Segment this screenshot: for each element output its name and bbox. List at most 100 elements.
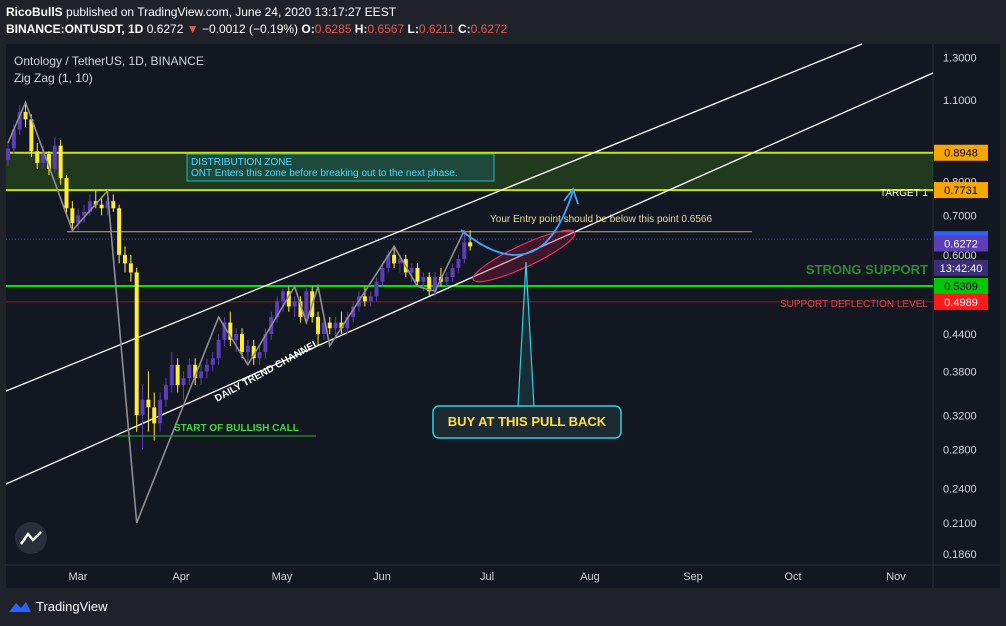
candle-body: [327, 322, 332, 329]
zigzag-line: [7, 100, 466, 524]
price-label-box: [934, 259, 988, 276]
candle-body: [23, 111, 28, 120]
strong-support-label: STRONG SUPPORT: [806, 262, 928, 277]
high-label: H:: [354, 22, 368, 36]
x-tick-label: Oct: [784, 571, 801, 583]
candle-body: [240, 333, 244, 352]
last-price: 0.6272: [146, 22, 184, 36]
price-label-text: 13:42:40: [940, 263, 983, 275]
candle-body: [275, 301, 280, 318]
bullish-call-label: START OF BULLISH CALL: [174, 423, 299, 434]
candle-body: [316, 317, 321, 334]
tv-logo-badge[interactable]: [15, 522, 47, 554]
candle-body: [339, 322, 344, 329]
symbol-name: BINANCE:ONTUSDT, 1D: [6, 22, 144, 36]
candle-body: [228, 322, 233, 340]
candle-body: [298, 301, 303, 318]
zigzag-indicator: [7, 100, 466, 524]
candle-body: [345, 317, 350, 329]
buy-callout-label: BUY AT THIS PULL BACK: [448, 414, 607, 429]
candle-body: [321, 322, 326, 334]
candle-body: [362, 296, 367, 302]
candle-body: [169, 364, 174, 386]
candle-body: [210, 358, 215, 365]
y-tick-label: 1.3000: [943, 52, 977, 64]
ohlc-header: BINANCE:ONTUSDT, 1D 0.6272 ▼ −0.0012 (−0…: [6, 22, 507, 36]
candle-body: [333, 322, 338, 329]
down-arrow-icon: ▼: [186, 22, 199, 36]
close-value: 0.6272: [470, 22, 508, 36]
x-tick-label: Aug: [580, 571, 600, 583]
candle-body: [111, 201, 116, 209]
price-label-box: [934, 278, 988, 295]
candle-body: [163, 385, 168, 400]
candle-body: [64, 178, 69, 209]
y-tick-label: 0.2400: [943, 484, 977, 496]
x-tick-label: May: [272, 571, 293, 583]
price-label-box: [934, 235, 988, 252]
candle-body: [374, 281, 379, 297]
candle-body: [123, 254, 127, 264]
candle-body: [280, 291, 285, 302]
entry-point-label: Your Entry point should be below this po…: [490, 214, 712, 225]
projection-arrow-icon: [563, 187, 579, 205]
candle-body: [222, 322, 227, 340]
candle-body: [134, 272, 139, 416]
candle-body: [380, 267, 385, 282]
candle-body: [140, 399, 145, 416]
candle-body: [46, 154, 51, 169]
candle-body: [351, 306, 356, 318]
candle-body: [433, 276, 438, 292]
candle-body: [52, 145, 57, 169]
candle-body: [82, 211, 87, 216]
candle-body: [11, 129, 16, 149]
candle-body: [87, 201, 92, 212]
price-label-box: [934, 182, 988, 199]
published-text: published on TradingView.com, June 24, 2…: [66, 5, 397, 19]
candle-body: [58, 145, 63, 179]
distribution-zone-note: ONT Enters this zone before breaking out…: [191, 168, 458, 179]
y-tick-label: 0.3800: [943, 366, 977, 378]
price-change: −0.0012 (−0.19%): [201, 22, 299, 36]
price-axis[interactable]: [933, 44, 1000, 588]
candle-body: [128, 263, 133, 273]
low-label: L:: [407, 22, 419, 36]
candle-body: [17, 111, 22, 130]
candle-body: [245, 345, 250, 352]
indicator-legend[interactable]: Zig Zag (1, 10): [14, 71, 93, 85]
candle-body: [427, 276, 432, 292]
candle-body: [462, 242, 467, 260]
x-tick-label: Jul: [480, 571, 494, 583]
candle-body: [263, 333, 268, 352]
footer-brand[interactable]: TradingView: [36, 598, 108, 614]
candle-body: [175, 364, 180, 386]
y-tick-label: 0.3200: [943, 410, 977, 422]
close-label: C:: [457, 22, 471, 36]
candle-body: [450, 267, 455, 277]
candle-body: [386, 254, 391, 268]
target-1-label: TARGET 1: [880, 188, 928, 199]
candle-body: [29, 119, 34, 152]
y-tick-label: 0.2100: [943, 518, 977, 530]
candle-body: [70, 208, 75, 223]
tradingview-logo-icon: [9, 602, 31, 612]
candles: [6, 102, 473, 450]
candle-body: [76, 215, 81, 223]
candle-body: [468, 242, 473, 247]
publish-header: RicoBullS published on TradingView.com, …: [6, 5, 396, 19]
low-value: 0.6211: [418, 22, 455, 36]
candle-body: [456, 259, 461, 268]
candle-body: [93, 201, 98, 205]
y-tick-label: 0.1860: [943, 549, 977, 561]
x-tick-label: Apr: [172, 571, 189, 583]
candle-body: [6, 148, 10, 160]
candle-body: [415, 267, 420, 282]
price-label-text: 0.6272: [944, 238, 978, 250]
buy-callout-box: [432, 405, 622, 439]
y-tick-label: 0.4400: [943, 329, 977, 341]
candle-body: [158, 399, 163, 424]
author-name[interactable]: RicoBullS: [6, 5, 63, 19]
y-tick-label: 0.2800: [943, 444, 977, 456]
price-labels: 0.89480.77310.63780.627213:42:400.53090.…: [934, 144, 988, 310]
